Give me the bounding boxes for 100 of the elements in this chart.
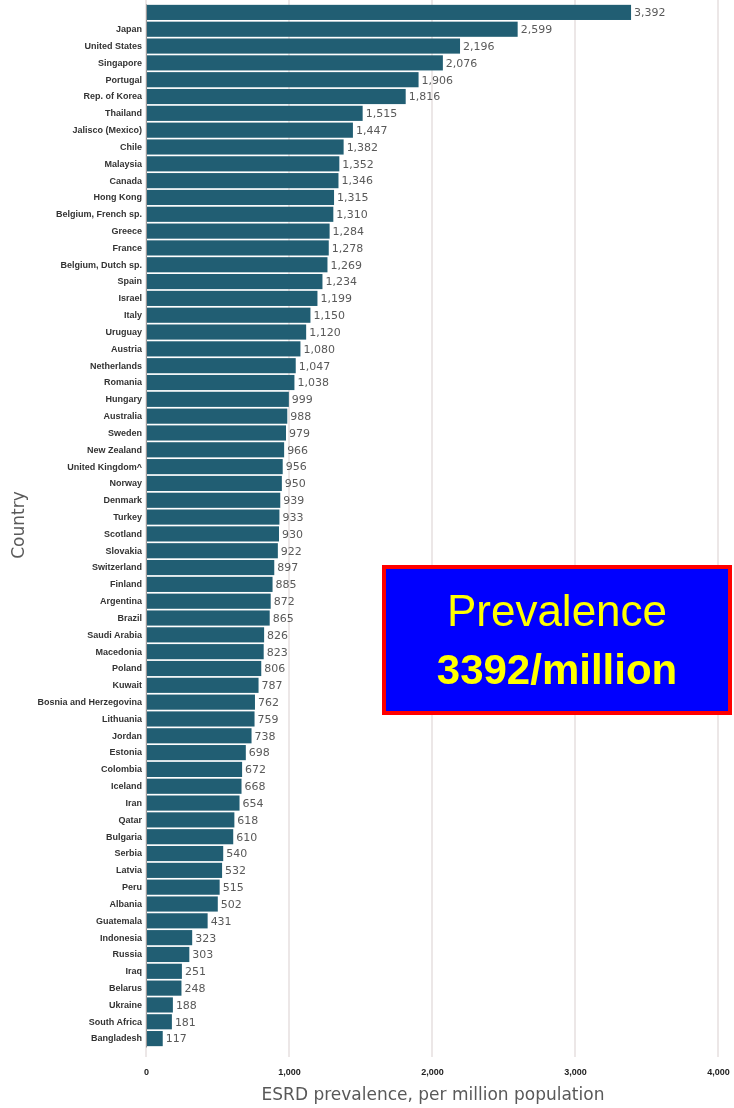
data-label: 759 — [257, 712, 279, 726]
data-label: 865 — [272, 611, 294, 625]
data-label: 1,199 — [320, 292, 352, 306]
data-label: 1,269 — [330, 258, 362, 272]
data-label: 502 — [220, 897, 242, 911]
y-tick-label: Estonia — [109, 747, 143, 758]
y-tick-label: Turkey — [113, 511, 142, 522]
bar — [146, 576, 273, 592]
y-tick-label: South Africa — [88, 1016, 143, 1027]
data-label: 515 — [222, 881, 244, 895]
bar — [146, 173, 339, 189]
y-tick-label: Rep. of Korea — [83, 91, 143, 102]
y-tick-label: Argentina — [99, 596, 143, 607]
y-tick-label: Serbia — [114, 848, 143, 859]
y-tick-label: United States — [84, 40, 142, 51]
y-tick-label: New Zealand — [86, 444, 142, 455]
data-label: 956 — [285, 460, 307, 474]
y-tick-label: Belgium, French sp. — [55, 209, 142, 220]
bar — [146, 559, 275, 576]
data-label: 323 — [195, 931, 217, 945]
data-label: 618 — [237, 813, 259, 827]
bar — [146, 963, 182, 979]
y-tick-label: Singapore — [97, 57, 142, 68]
data-label: 3,392 — [634, 6, 666, 20]
data-label: 2,196 — [463, 39, 495, 53]
bar — [146, 829, 234, 845]
x-tick-label: 2,000 — [421, 1067, 444, 1078]
data-label: 188 — [175, 998, 197, 1012]
data-label: 787 — [261, 679, 283, 693]
data-label: 672 — [245, 763, 267, 777]
annotation: Prevalence — [446, 586, 668, 635]
y-axis-title: Country — [8, 491, 28, 559]
bar — [146, 475, 282, 492]
data-label: 303 — [192, 948, 214, 962]
y-tick-label: Belgium, Dutch sp. — [60, 259, 142, 270]
bar — [146, 88, 406, 105]
y-tick-label: Slovakia — [105, 545, 143, 556]
data-label: 823 — [266, 645, 288, 659]
y-tick-label: Macedonia — [95, 646, 143, 657]
y-tick-label: Kuwait — [112, 680, 142, 691]
data-label: 532 — [225, 864, 247, 878]
y-tick-label: Spain — [117, 276, 142, 287]
data-label: 1,906 — [421, 73, 454, 87]
y-tick-label: Qatar — [118, 814, 143, 825]
data-label: 988 — [290, 410, 312, 423]
y-tick-label: Indonesia — [99, 932, 143, 943]
y-tick-label: Israel — [118, 293, 142, 304]
y-tick-label: Finland — [110, 579, 142, 590]
y-tick-label: Guatemala — [95, 915, 143, 926]
y-tick-label: Austria — [110, 343, 143, 354]
bar — [146, 391, 289, 407]
y-tick-label: Greece — [111, 225, 142, 236]
y-tick-label: Belarus — [108, 983, 142, 993]
bar — [146, 845, 224, 862]
x-tick-label: 3,000 — [564, 1067, 587, 1078]
bar — [146, 358, 296, 374]
data-label: 762 — [257, 695, 279, 709]
y-tick-label: Peru — [121, 882, 142, 893]
data-label: 930 — [281, 527, 303, 541]
y-tick-label: Jordan — [111, 730, 142, 741]
data-label: 1,816 — [408, 90, 441, 104]
data-label: 1,447 — [355, 124, 388, 138]
bar — [146, 4, 632, 20]
y-tick-label: Italy — [123, 310, 142, 321]
data-label: 1,284 — [332, 224, 365, 238]
data-label: 2,599 — [520, 23, 553, 37]
y-tick-label: Latvia — [115, 865, 143, 876]
y-tick-label: Japan — [115, 24, 142, 35]
x-tick-label: 0 — [143, 1067, 150, 1078]
y-tick-label: Albania — [109, 898, 143, 909]
y-tick-label: Lithuania — [102, 713, 143, 724]
data-label: 1,047 — [298, 359, 331, 373]
bar — [146, 543, 278, 559]
data-label: 1,278 — [331, 241, 364, 255]
data-label: 1,150 — [313, 309, 345, 323]
y-tick-label: Scotland — [103, 528, 142, 539]
y-tick-label: Chile — [119, 141, 142, 152]
y-tick-label: Bangladesh — [90, 1033, 142, 1044]
y-tick-label: United Kingdom^ — [67, 461, 143, 472]
data-label: 1,346 — [341, 174, 373, 188]
y-tick-label: Thailand — [104, 108, 142, 119]
bar — [146, 660, 262, 677]
y-tick-label: Netherlands — [89, 360, 142, 371]
data-label: 1,080 — [303, 342, 335, 356]
data-label: 922 — [280, 544, 302, 558]
bar — [146, 745, 246, 761]
y-tick-label: Uruguay — [105, 326, 142, 337]
bar — [146, 778, 242, 794]
bar — [146, 492, 281, 508]
y-tick-label: Malaysia — [104, 158, 143, 169]
data-label: 806 — [264, 662, 286, 676]
y-tick-label: Norway — [109, 478, 142, 489]
data-label: 950 — [284, 477, 306, 491]
y-tick-label: Bosnia and Herzegovina — [37, 697, 143, 708]
y-tick-label: Iran — [125, 797, 142, 808]
y-tick-label: Saudi Arabia — [87, 629, 143, 640]
bar — [146, 290, 318, 306]
annotation: 3392/million — [436, 646, 678, 693]
y-tick-label: Sweden — [107, 427, 142, 438]
data-label: 431 — [210, 914, 232, 928]
